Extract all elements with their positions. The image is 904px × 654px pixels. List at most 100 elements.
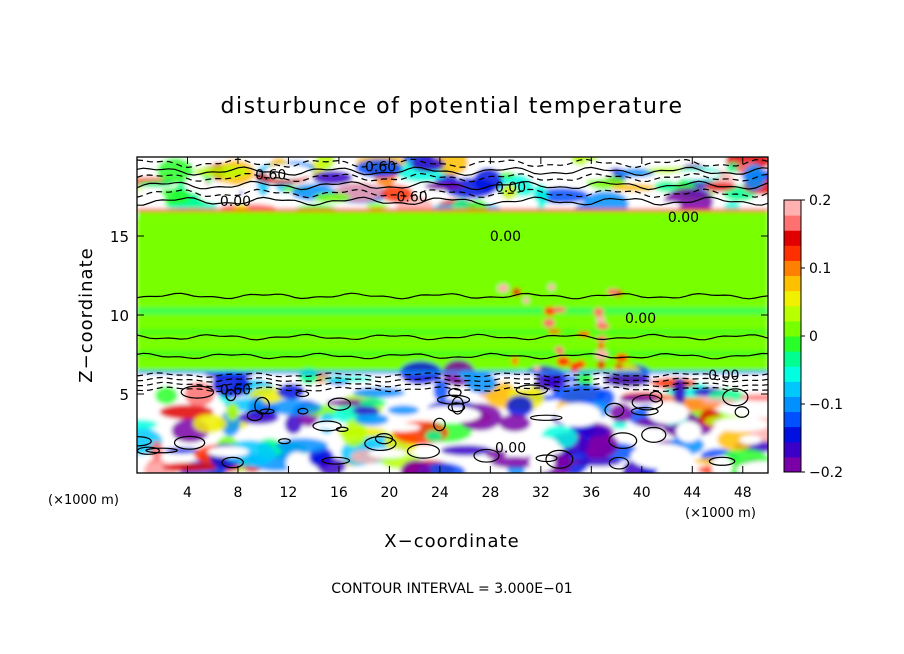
- field-blob: [355, 413, 389, 426]
- contour-closed: [473, 448, 500, 463]
- field-blob: [497, 284, 509, 293]
- contour-closed: [406, 443, 440, 459]
- colorbar-swatch: [784, 396, 801, 413]
- contour-closed: [708, 456, 736, 466]
- layer-edge: [137, 208, 768, 212]
- colorbar-swatch: [784, 290, 801, 307]
- contour-positive: [137, 180, 768, 191]
- contour-closed: [722, 388, 749, 407]
- field-blob: [569, 361, 580, 372]
- field-blob: [738, 394, 768, 401]
- y-axis-label: Z−coordinate: [76, 247, 97, 382]
- neutral-patch: [418, 405, 481, 424]
- field-blob: [352, 387, 405, 398]
- field-blob: [597, 342, 605, 350]
- contour-closed: [529, 414, 563, 421]
- field-blob: [606, 288, 619, 296]
- x-tick-label: 36: [582, 485, 600, 501]
- colorbar-swatch: [784, 441, 801, 458]
- field-blob: [425, 430, 443, 443]
- field-blob: [701, 397, 738, 405]
- neutral-patch: [207, 446, 249, 458]
- field-blob: [352, 406, 380, 416]
- field-blob: [596, 322, 610, 330]
- contour-closed: [173, 435, 206, 450]
- contour-positive: [137, 196, 768, 207]
- colorbar-tick-label: 0.1: [809, 261, 831, 277]
- x-axis-unit: (×1000 m): [685, 506, 756, 521]
- contour-positive: [137, 292, 768, 300]
- contour-closed: [225, 389, 237, 402]
- field-blob: [316, 157, 335, 171]
- field-blob: [547, 329, 561, 334]
- contour-negative: [137, 158, 768, 169]
- contour-label: 0.60: [397, 190, 428, 206]
- colorbar-swatch: [784, 456, 801, 473]
- field-blob: [465, 373, 498, 394]
- neutral-patch: [383, 423, 421, 432]
- contour-closed: [327, 397, 352, 411]
- field-blob: [381, 185, 414, 203]
- contour-closed: [641, 426, 667, 443]
- colorbar-swatch: [784, 260, 801, 277]
- field-blob: [485, 449, 507, 459]
- contour-closed: [297, 407, 309, 415]
- field-blob: [276, 437, 329, 454]
- field-blob: [614, 363, 624, 369]
- contour-closed: [649, 390, 663, 403]
- contour-label: 0.60: [220, 382, 251, 398]
- contour-closed: [433, 417, 446, 432]
- field-blob: [137, 180, 174, 188]
- x-tick-label: 48: [734, 485, 752, 501]
- colorbar-swatch: [784, 305, 801, 322]
- field-blob: [312, 170, 353, 185]
- neutral-patch: [647, 401, 689, 424]
- field-blob: [582, 426, 610, 437]
- neutral-patch: [711, 456, 733, 473]
- contour-closed: [447, 402, 466, 413]
- x-tick-label: 24: [431, 485, 449, 501]
- contour-label: 0.00: [220, 194, 251, 210]
- field-blob: [533, 366, 541, 372]
- perturbation-field: [137, 157, 768, 473]
- contour-positive: [137, 166, 768, 177]
- field-blob: [424, 181, 465, 191]
- colorbar-swatch: [784, 230, 801, 246]
- neutral-patch: [654, 201, 681, 210]
- contour-closed: [246, 409, 263, 422]
- contour-label: 0.60: [365, 159, 396, 175]
- field-blob: [473, 168, 503, 193]
- neutral-patch: [286, 451, 309, 473]
- field-blob: [743, 163, 766, 191]
- contour-closed: [145, 447, 178, 454]
- contour-closed: [515, 384, 549, 396]
- field-blob: [576, 371, 594, 388]
- field-blob: [593, 307, 604, 317]
- field-blob: [552, 383, 608, 404]
- y-axis: 5 10 15: [110, 228, 768, 404]
- field-blob: [358, 398, 387, 407]
- field-blob: [596, 335, 607, 342]
- field-blob: [717, 428, 754, 451]
- field-blob: [387, 405, 420, 415]
- contour-positive: [137, 333, 768, 341]
- contour-closed: [604, 402, 625, 418]
- neutral-patch: [506, 196, 539, 213]
- field-blob: [440, 444, 492, 456]
- neutral-patch: [736, 461, 768, 473]
- layer-streak: [137, 350, 768, 357]
- y-tick-label: 10: [110, 307, 129, 325]
- colorbar-swatch: [784, 245, 801, 261]
- x-axis-label: X−coordinate: [384, 531, 519, 552]
- field-blob: [501, 184, 518, 201]
- field-blob: [490, 456, 539, 469]
- field-blob: [505, 395, 534, 418]
- contour-label: 0.00: [495, 441, 526, 457]
- neutral-patch: [739, 435, 762, 445]
- contour-closed: [436, 394, 471, 405]
- contour-label: 0.60: [255, 167, 286, 183]
- field-blob: [554, 346, 562, 353]
- field-blob: [543, 318, 555, 328]
- x-tick-label: 32: [532, 485, 550, 501]
- contour-closed: [364, 436, 397, 452]
